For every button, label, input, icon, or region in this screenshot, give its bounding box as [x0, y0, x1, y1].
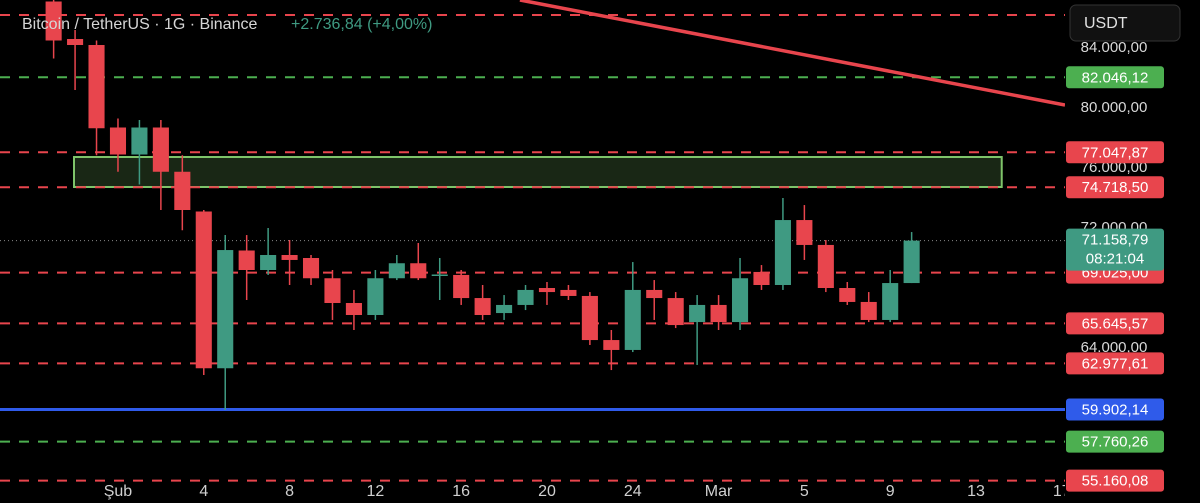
candle-body	[324, 278, 341, 304]
level-label-box	[1066, 312, 1164, 335]
candle-body	[174, 171, 191, 211]
x-tick-label: 12	[366, 483, 384, 500]
level-label: 65.645,57	[1082, 315, 1149, 332]
candle-body	[109, 127, 127, 155]
last-price-label: 71.158,79	[1082, 232, 1149, 249]
candle-body	[882, 283, 899, 320]
candle-body	[517, 289, 534, 305]
x-tick-label: 9	[886, 483, 895, 500]
candle-body	[238, 250, 255, 271]
price-axis: 84.000,0080.000,0076.000,0072.000,0064.0…	[1066, 39, 1164, 492]
candle-body	[860, 301, 877, 320]
candle-body	[689, 304, 706, 323]
candle-body	[667, 298, 684, 326]
level-label: 55.160,08	[1082, 473, 1149, 490]
x-tick-label: 4	[199, 483, 208, 500]
candle-body	[839, 288, 856, 302]
currency-button-label[interactable]: USDT	[1084, 15, 1128, 32]
chart-title: Bitcoin / TetherUS · 1G · Binance	[22, 16, 257, 33]
level-label-box	[1066, 430, 1164, 453]
y-tick-label: 64.000,00	[1081, 339, 1148, 356]
candle-body	[474, 298, 491, 316]
level-label: 82.046,12	[1082, 69, 1149, 86]
level-label-box	[1066, 469, 1164, 492]
candle-body	[817, 244, 834, 289]
candle-body	[281, 255, 298, 260]
x-tick-label: 16	[452, 483, 470, 500]
candle-body	[431, 274, 448, 277]
candle-body	[646, 289, 663, 299]
candle-body	[410, 263, 427, 279]
x-tick-label: 5	[800, 483, 809, 500]
candle-body	[195, 211, 212, 369]
candle-body	[388, 263, 405, 279]
candle-body	[88, 45, 105, 129]
x-tick-label: 17	[1053, 483, 1071, 500]
y-tick-label: 84.000,00	[1081, 39, 1148, 56]
plot-area: Şub 4 8 12 16 20 24 Mar 5 9 13 17	[0, 0, 1071, 500]
candle-body	[45, 1, 62, 41]
candle-body	[538, 288, 556, 293]
y-tick-label: 80.000,00	[1081, 99, 1148, 116]
candle-body	[774, 220, 791, 286]
candle-body	[560, 289, 577, 296]
candle-body	[131, 127, 148, 155]
x-tick-label: 20	[538, 483, 556, 500]
level-label-box	[1066, 66, 1164, 89]
candle-body	[753, 271, 770, 286]
candle-body	[731, 278, 749, 323]
currency-button-frame[interactable]	[1069, 4, 1181, 42]
level-label: 59.902,14	[1082, 401, 1149, 418]
candle-body	[345, 303, 362, 316]
level-label: 62.977,61	[1082, 355, 1149, 372]
candle-body	[903, 240, 920, 284]
candle-body	[796, 220, 813, 245]
x-tick-label: 13	[967, 483, 985, 500]
candle-body	[67, 39, 84, 46]
countdown: 08:21:04	[1086, 251, 1144, 268]
candle-body	[581, 295, 598, 341]
level-label: 77.047,87	[1082, 144, 1149, 161]
candle-body	[152, 127, 169, 172]
x-tick-label: 24	[624, 483, 642, 500]
candle-body	[217, 250, 234, 369]
candle-body	[302, 258, 320, 279]
price-change: +2.736,84 (+4,00%)	[291, 16, 432, 33]
candle-body	[260, 255, 277, 271]
zone	[73, 156, 1003, 189]
level-label-box	[1066, 398, 1164, 421]
level-label-box	[1066, 141, 1164, 164]
x-tick-label: Mar	[705, 483, 733, 500]
candle-body	[624, 289, 641, 350]
x-tick-label: 8	[285, 483, 294, 500]
candle-body	[710, 304, 727, 323]
candle-body	[603, 340, 620, 350]
candle-body	[453, 274, 470, 299]
level-label: 74.718,50	[1082, 179, 1149, 196]
level-label-box	[1066, 176, 1164, 199]
x-tick-label: Şub	[104, 483, 133, 500]
trendline	[519, 0, 1065, 107]
currency-button[interactable]: USDT	[1069, 4, 1181, 42]
level-label: 57.760,26	[1082, 434, 1149, 451]
level-label-box	[1066, 352, 1164, 375]
last-price-box	[1066, 228, 1164, 271]
candle-body	[367, 278, 384, 316]
candle-body	[496, 304, 513, 314]
